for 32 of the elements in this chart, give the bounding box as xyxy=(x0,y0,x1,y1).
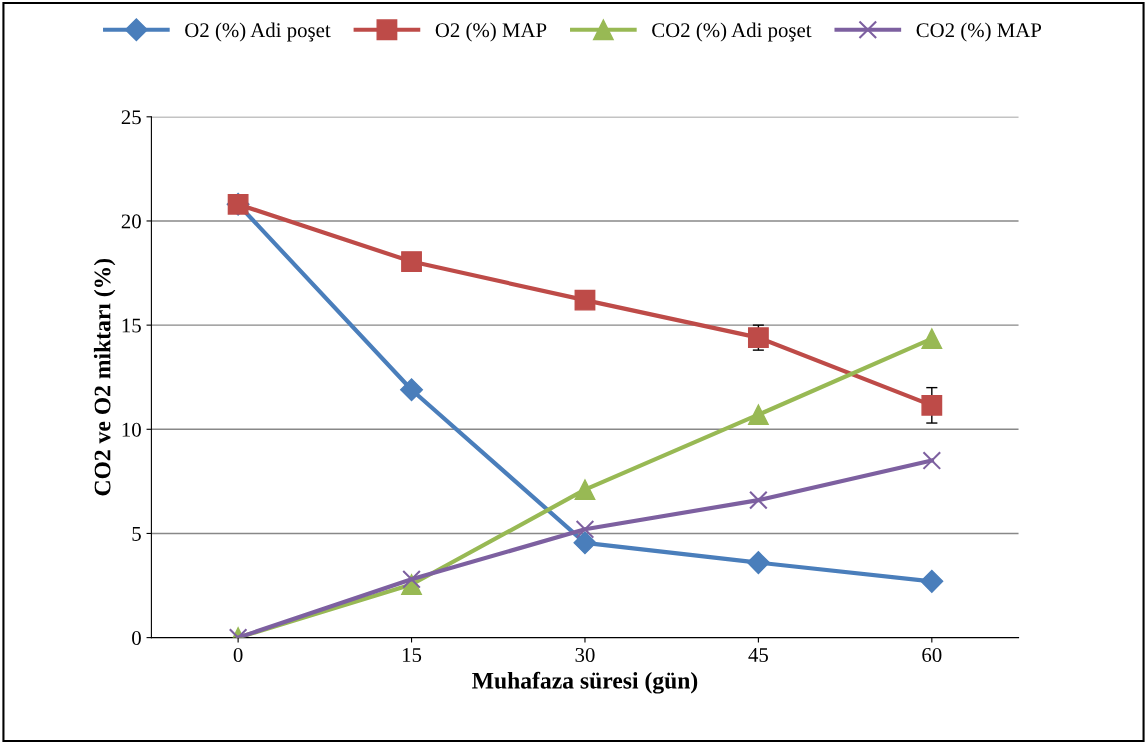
y-tick-label: 25 xyxy=(121,110,141,125)
legend-label: CO2 (%) MAP xyxy=(916,22,1042,42)
y-tick-label: 5 xyxy=(132,527,141,541)
point xyxy=(401,251,422,273)
point xyxy=(921,394,943,416)
y-axis-title: CO2 ve O2 miktarı (%) xyxy=(93,258,116,496)
legend-label: O2 (%) Adi poşet xyxy=(185,22,331,42)
point xyxy=(921,328,943,350)
x-tick-label: 60 xyxy=(922,647,942,662)
x-axis-title: Muhafaza süresi (gün) xyxy=(472,671,698,694)
y-tick-label: 20 xyxy=(121,214,141,229)
x-tick-label: 45 xyxy=(748,648,768,662)
x-tick-label: 15 xyxy=(402,648,422,662)
point xyxy=(920,569,944,593)
point xyxy=(573,531,597,555)
point xyxy=(575,519,595,539)
y-tick-label: 15 xyxy=(122,318,141,333)
x-tick-label: 0 xyxy=(233,647,243,662)
point xyxy=(400,378,424,402)
y-tick-label: 10 xyxy=(122,422,141,437)
point xyxy=(749,490,768,510)
point xyxy=(402,569,421,589)
y-tick-label: 0 xyxy=(132,630,141,646)
point xyxy=(746,551,770,575)
point xyxy=(922,451,942,470)
legend-label: O2 (%) MAP xyxy=(435,22,547,42)
point xyxy=(574,289,596,311)
point xyxy=(574,479,596,501)
x-tick-label: 30 xyxy=(575,647,595,662)
point xyxy=(747,404,769,426)
point xyxy=(747,327,769,349)
legend-label: CO2 (%) Adi poşet xyxy=(652,22,812,42)
